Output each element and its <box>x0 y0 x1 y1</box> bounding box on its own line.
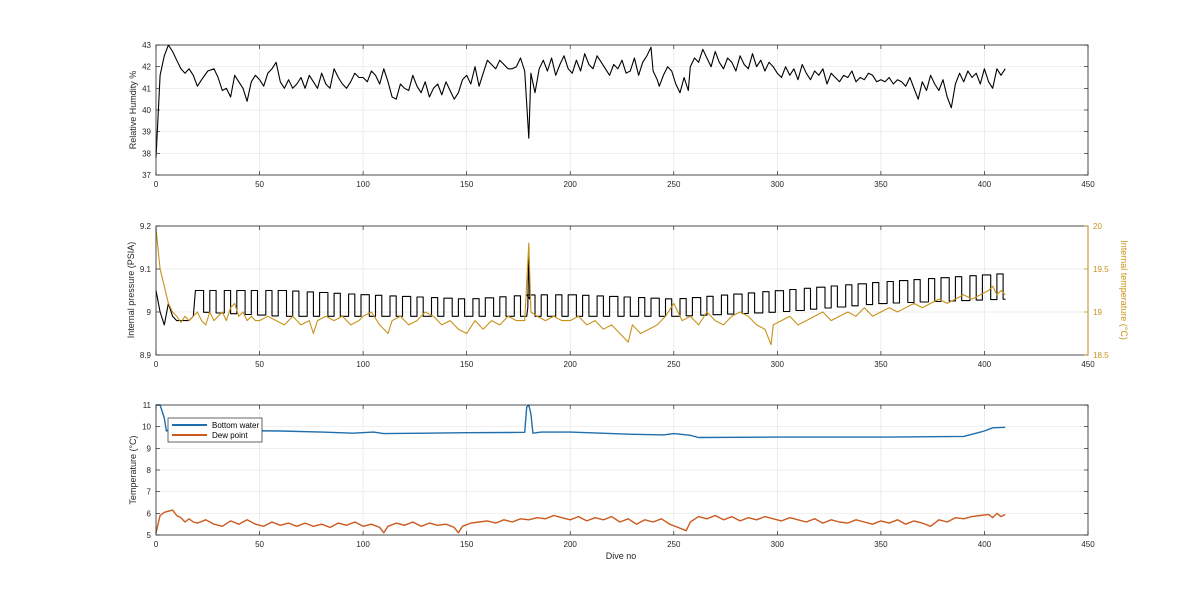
plot-area <box>156 226 1088 355</box>
ylabel-temperature: Temperature (°C) <box>128 435 138 504</box>
y-tick-label: 8.9 <box>140 351 152 360</box>
x-tick-label: 200 <box>564 360 578 369</box>
y-tick-label: 9.1 <box>140 265 152 274</box>
x-tick-label: 250 <box>667 540 681 549</box>
y-tick-label: 41 <box>142 84 151 93</box>
x-tick-label: 100 <box>356 180 370 189</box>
y-tick-label: 5 <box>147 531 152 540</box>
x-tick-label: 50 <box>255 540 264 549</box>
y-tick-label: 9 <box>147 444 152 453</box>
x-tick-label: 300 <box>771 180 785 189</box>
x-tick-label: 350 <box>874 540 888 549</box>
y-tick-label: 9 <box>147 308 152 317</box>
ylabel-humidity: Relative Humdity % <box>128 71 138 150</box>
x-tick-label: 200 <box>564 180 578 189</box>
x-tick-label: 350 <box>874 360 888 369</box>
x-tick-label: 150 <box>460 180 474 189</box>
y-tick-label: 37 <box>142 171 151 180</box>
y-tick-label: 9.2 <box>140 222 152 231</box>
x-tick-label: 250 <box>667 180 681 189</box>
y-tick-label: 11 <box>143 401 152 410</box>
y-tick-label: 10 <box>142 423 151 432</box>
legend-label-dew-point: Dew point <box>212 431 248 440</box>
y-tick-label: 38 <box>142 149 151 158</box>
ylabel-pressure: Internal pressure (PSIA) <box>126 242 136 339</box>
x-tick-label: 400 <box>978 540 992 549</box>
legend-label-bottom-water: Bottom water <box>212 421 259 430</box>
x-tick-label: 400 <box>978 180 992 189</box>
y-tick-label-right: 19.5 <box>1093 265 1109 274</box>
y-tick-label: 42 <box>142 63 151 72</box>
x-tick-label: 100 <box>356 540 370 549</box>
x-tick-label: 0 <box>154 180 159 189</box>
x-tick-label: 150 <box>460 360 474 369</box>
y-tick-label: 39 <box>142 128 151 137</box>
series-line-panel1-1 <box>155 228 1006 346</box>
y-tick-label: 40 <box>142 106 151 115</box>
temperature-panel: 0 50 100 150 200 250 300 350 400 450 5 6 7 8 9 10 11 <box>142 401 1095 549</box>
x-tick-label: 50 <box>255 360 264 369</box>
x-tick-label: 150 <box>460 540 474 549</box>
y-tick-label-right: 20 <box>1093 222 1102 231</box>
x-tick-label: 300 <box>771 360 785 369</box>
x-tick-label: 450 <box>1081 540 1095 549</box>
legend: Bottom water Dew point <box>167 417 263 443</box>
x-tick-label: 350 <box>874 180 888 189</box>
y-tick-label-right: 18.5 <box>1093 351 1109 360</box>
y-tick-label: 6 <box>147 509 152 518</box>
series-line-panel0-0 <box>155 44 1006 158</box>
x-tick-label: 250 <box>667 360 681 369</box>
xlabel-dive-no: Dive no <box>606 551 637 561</box>
x-tick-label: 100 <box>356 360 370 369</box>
series-line-panel1-0 <box>155 246 1006 326</box>
series-line-dew-point <box>155 509 1006 534</box>
y-tick-label: 43 <box>142 41 151 50</box>
y-tick-label: 7 <box>147 488 152 497</box>
humidity-panel: 0 50 100 150 200 250 300 350 400 450 37 38 39 40 41 42 4… <box>142 41 1095 189</box>
x-tick-label: 450 <box>1081 360 1095 369</box>
ylabel-right-temperature: Internal temperature (°C) <box>1119 240 1129 340</box>
x-tick-label: 300 <box>771 540 785 549</box>
x-tick-label: 400 <box>978 360 992 369</box>
y-tick-label: 8 <box>147 466 152 475</box>
x-tick-label: 0 <box>154 540 159 549</box>
x-tick-label: 450 <box>1081 180 1095 189</box>
x-tick-label: 0 <box>154 360 159 369</box>
x-tick-label: 200 <box>564 540 578 549</box>
legend-box <box>167 417 263 443</box>
x-tick-label: 50 <box>255 180 264 189</box>
pressure-panel: 0 50 100 150 200 250 300 350 400 450 8.9 9 9.1 9.2 18.… <box>140 222 1109 369</box>
y-tick-label-right: 19 <box>1093 308 1102 317</box>
